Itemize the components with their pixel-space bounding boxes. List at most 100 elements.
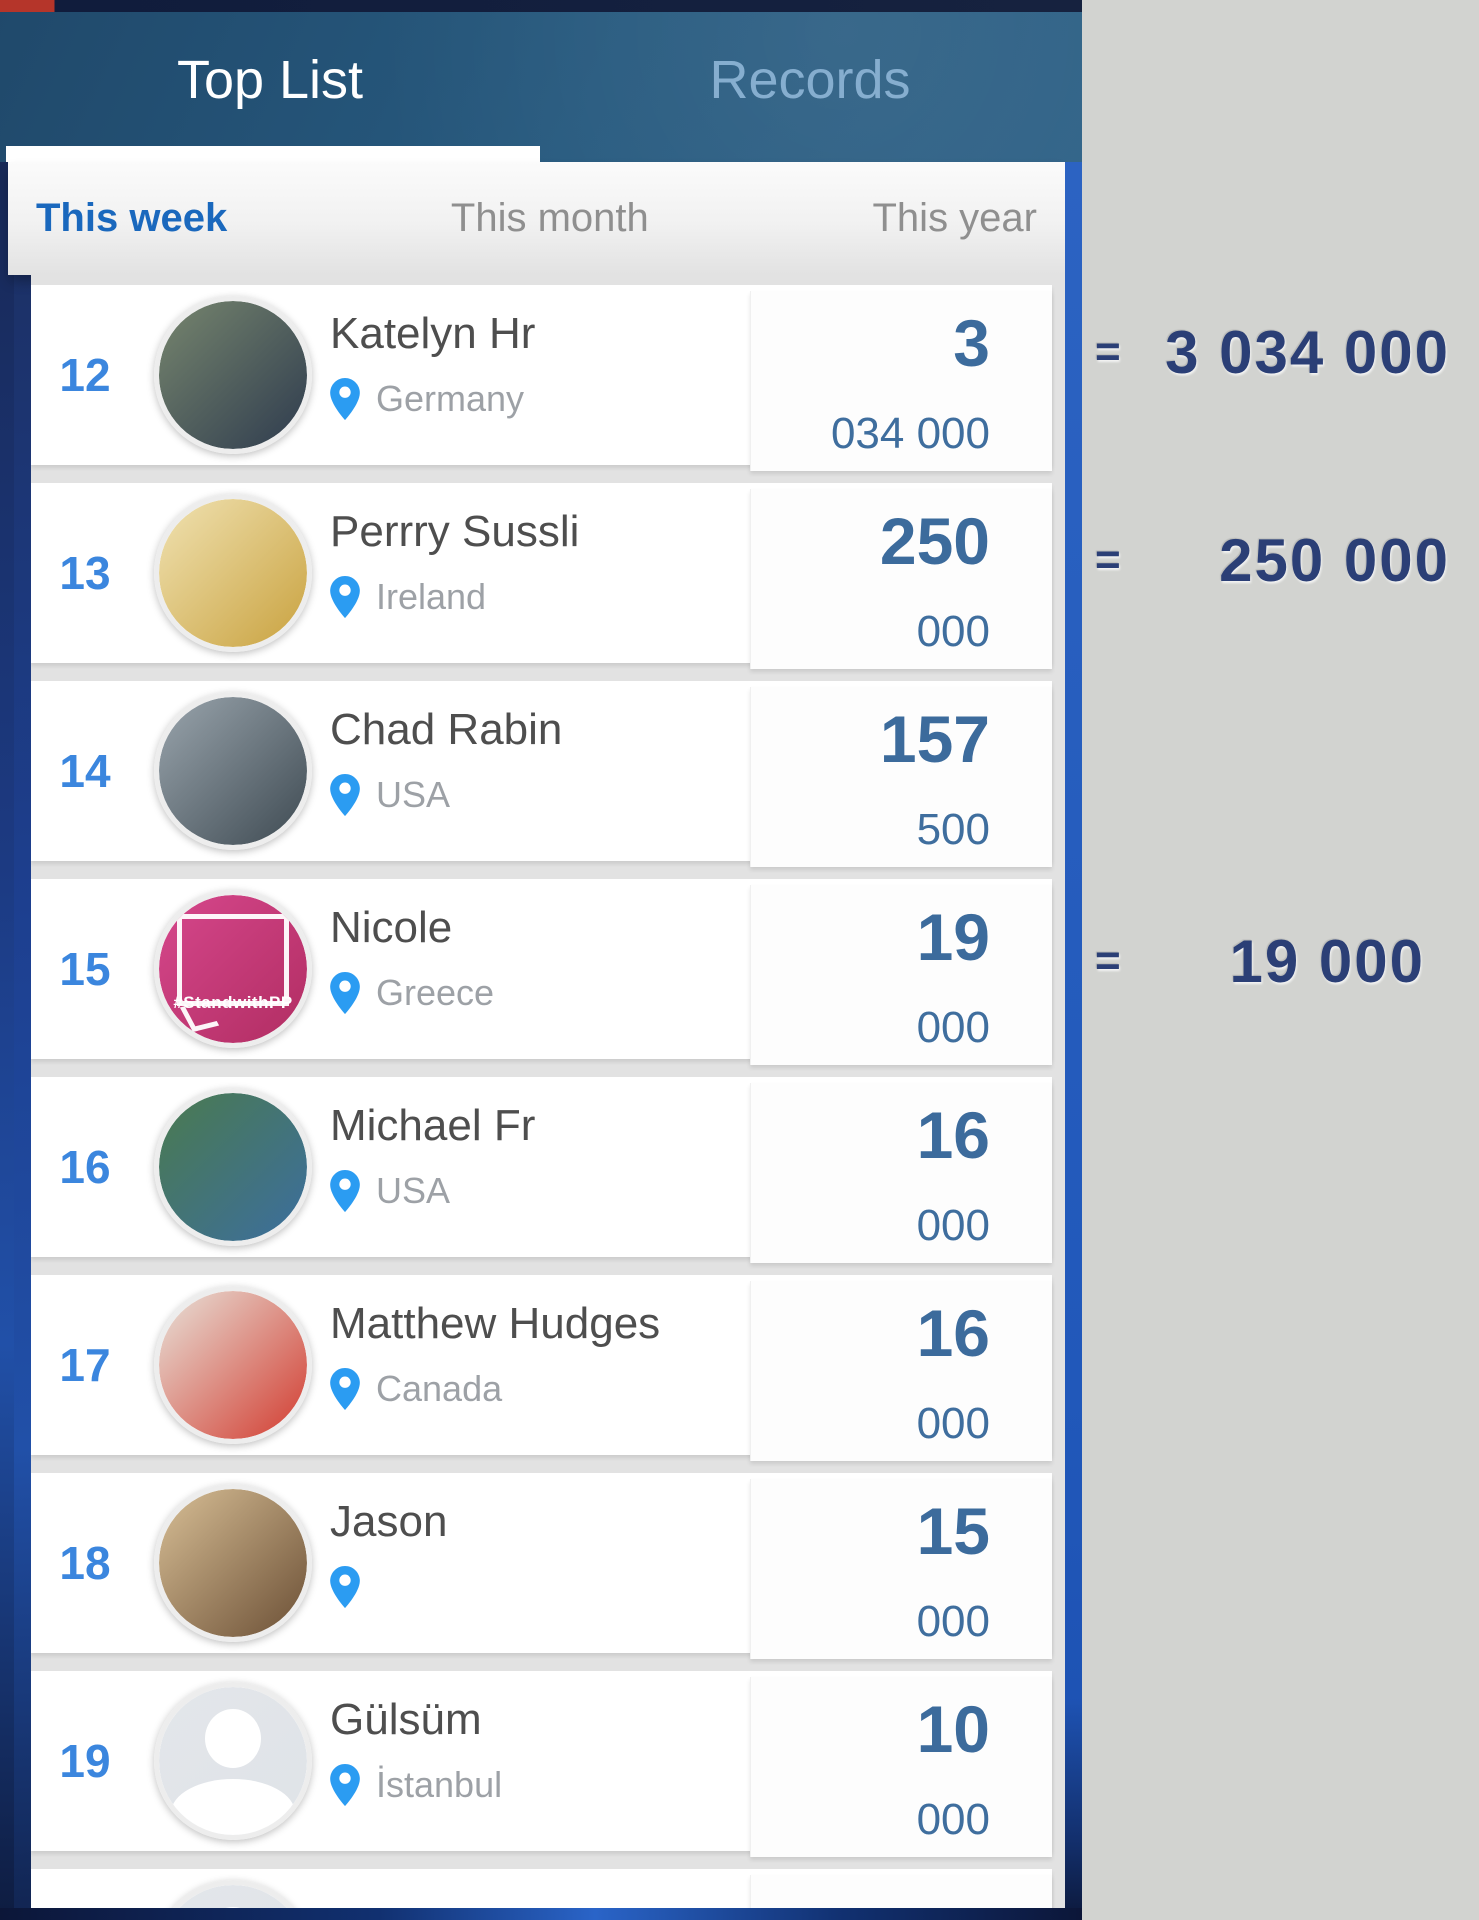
left-edge-stripe <box>0 0 14 1920</box>
user-name: Jason <box>330 1497 448 1546</box>
speech-bubble-frame <box>176 914 290 1006</box>
score-sub-value: 000 <box>916 1201 990 1250</box>
score-cell: 3 034 000 <box>750 291 1052 471</box>
avatar-photo <box>159 301 307 449</box>
location-pin-icon <box>330 1368 360 1410</box>
avatar <box>154 296 312 454</box>
score-cell: 157 500 <box>750 687 1052 867</box>
list-item[interactable]: 16 Michael Fr USA 16 000 <box>31 1077 1052 1263</box>
location-line: USA <box>330 773 562 817</box>
score-cell <box>750 1875 1052 1908</box>
annotation-value: 250 000 <box>1219 526 1450 594</box>
rank-label: 17 <box>59 1339 111 1391</box>
subtab-this-month[interactable]: This month <box>450 196 649 240</box>
location-line: Canada <box>330 1367 660 1411</box>
score-sub-value: 500 <box>916 805 990 854</box>
user-info: Michael Fr USA <box>330 1101 535 1213</box>
location-line: İstanbul <box>330 1763 502 1807</box>
status-bar-strip <box>0 0 1082 12</box>
rank-label: 13 <box>59 547 111 599</box>
list-item[interactable]: 19 Gülsüm İstanbul 10 000 <box>31 1671 1052 1857</box>
tab-top-list[interactable]: Top List <box>176 50 364 110</box>
annotation-value: 19 000 <box>1229 927 1425 995</box>
location-pin-icon <box>330 774 360 816</box>
score-main-value: 250 <box>879 504 990 578</box>
avatar <box>154 494 312 652</box>
user-name: Michael Fr <box>330 1101 536 1150</box>
rank-label: 12 <box>59 349 111 401</box>
avatar: #StandwithPP <box>154 890 312 1048</box>
leaderboard-list: 12 Katelyn Hr Germany 3 034 000 13 Perrr… <box>31 275 1065 1908</box>
avatar <box>154 1286 312 1444</box>
location-line: USA <box>330 1169 535 1213</box>
avatar-photo <box>159 499 307 647</box>
score-main-value: 16 <box>916 1098 990 1172</box>
user-info: Perrry Sussli Ireland <box>330 507 579 619</box>
period-filter-bar: This week This month This year <box>8 162 1065 275</box>
avatar-overlay-text: #StandwithPP <box>173 993 293 1013</box>
avatar-photo <box>159 1291 307 1439</box>
score-cell: 15 000 <box>750 1479 1052 1659</box>
bottom-edge-bar <box>0 1908 1082 1920</box>
avatar <box>154 1682 312 1840</box>
rank-label: 19 <box>59 1735 111 1787</box>
location-line <box>330 1565 447 1609</box>
score-sub-value: 000 <box>916 1003 990 1052</box>
silhouette-head <box>204 1907 262 1908</box>
location-pin-icon <box>330 576 360 618</box>
score-sub-value: 000 <box>916 607 990 656</box>
rank-label: 15 <box>59 943 111 995</box>
location-pin-icon <box>330 1764 360 1806</box>
score-annotation: = 19 000 <box>1095 927 1425 995</box>
user-info: Chad Rabin USA <box>330 705 562 817</box>
user-location: Germany <box>376 378 525 419</box>
user-info: Nicole Greece <box>330 903 494 1015</box>
location-line: Germany <box>330 377 535 421</box>
subtab-this-week[interactable]: This week <box>36 196 228 240</box>
location-pin-icon <box>330 1566 360 1608</box>
avatar <box>154 1088 312 1246</box>
score-cell: 19 000 <box>750 885 1052 1065</box>
score-sub-value: 034 000 <box>830 409 990 458</box>
user-info <box>330 1893 376 1908</box>
avatar-photo: #StandwithPP <box>159 895 307 1043</box>
user-location: USA <box>376 774 451 815</box>
user-location: Greece <box>376 972 495 1013</box>
list-item[interactable]: 17 Matthew Hudges Canada 16 000 <box>31 1275 1052 1461</box>
silhouette-head <box>204 1709 262 1769</box>
score-main-value: 157 <box>879 702 990 776</box>
avatar-photo <box>159 1489 307 1637</box>
user-info: Jason <box>330 1497 447 1609</box>
silhouette-shoulders <box>170 1778 296 1835</box>
score-cell: 10 000 <box>750 1677 1052 1857</box>
user-name: Chad Rabin <box>330 705 563 754</box>
score-sub-value: 000 <box>916 1597 990 1646</box>
list-item[interactable]: 13 Perrry Sussli Ireland 250 000 <box>31 483 1052 669</box>
user-location: USA <box>376 1170 451 1211</box>
user-name: Gülsüm <box>330 1695 482 1744</box>
avatar-photo <box>159 1687 307 1835</box>
list-item[interactable]: 14 Chad Rabin USA 157 500 <box>31 681 1052 867</box>
list-item[interactable]: 12 Katelyn Hr Germany 3 034 000 <box>31 285 1052 471</box>
list-item[interactable]: 15 #StandwithPP Nicole Greece 19 000 <box>31 879 1052 1065</box>
user-location: İstanbul <box>376 1764 503 1805</box>
list-item[interactable] <box>31 1869 1052 1908</box>
right-edge-stripe <box>1065 162 1082 1908</box>
score-sub-value: 000 <box>916 1399 990 1448</box>
equals-sign: = <box>1095 535 1121 584</box>
user-info: Gülsüm İstanbul <box>330 1695 502 1807</box>
score-main-value: 3 <box>953 306 990 380</box>
rank-label: 16 <box>59 1141 111 1193</box>
location-pin-icon <box>330 972 360 1014</box>
list-item[interactable]: 18 Jason 15 000 <box>31 1473 1052 1659</box>
user-info: Matthew Hudges Canada <box>330 1299 660 1411</box>
score-main-value: 15 <box>916 1494 990 1568</box>
tab-records[interactable]: Records <box>709 50 911 110</box>
equals-sign: = <box>1095 936 1121 985</box>
subtab-this-year[interactable]: This year <box>872 196 1038 240</box>
rank-label: 14 <box>59 745 111 797</box>
score-sub-value: 000 <box>916 1795 990 1844</box>
location-pin-icon <box>330 378 360 420</box>
user-name: Katelyn Hr <box>330 309 536 358</box>
